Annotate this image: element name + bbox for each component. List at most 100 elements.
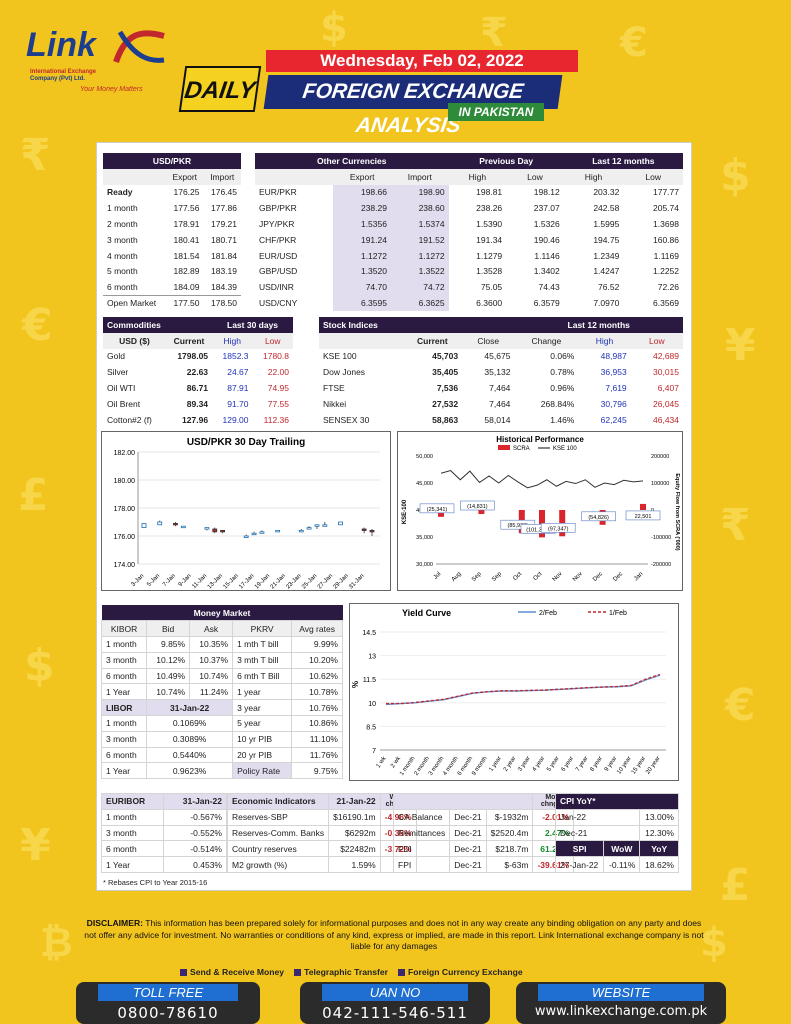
- export-rate: 176.25: [173, 187, 200, 198]
- currency-value: 6.3579: [533, 298, 560, 309]
- y-tick-label: 50,000: [416, 454, 433, 460]
- bop-value: $-63m: [485, 856, 534, 873]
- y-tick-label: 14.5: [362, 630, 376, 637]
- currency-row: EUR/USD 1.1272 1.1272 1.1279 1.1146 1.2349 1.1…: [255, 247, 683, 264]
- chart-title: Yield Curve: [402, 608, 451, 618]
- x-tick-label: 7 year: [575, 756, 589, 773]
- service-label: Send & Receive Money: [190, 967, 285, 977]
- cpi-month-1: Dec-21: [554, 824, 641, 842]
- candle: [259, 531, 265, 534]
- stock-high: 36,953: [600, 367, 627, 378]
- candle: [220, 530, 226, 533]
- bar-label: (25,341): [427, 507, 448, 513]
- y2-axis-label: Equity Flow from SCRA ('000): [674, 473, 680, 550]
- company-line1: International Exchange: [30, 69, 97, 75]
- x-tick-label: 3-Jan: [131, 573, 146, 588]
- bop-row: CA Balance Dec-21 $-1932m -2.01%: [392, 808, 575, 826]
- bullet-square-icon: [294, 968, 302, 976]
- tenor-label: 3 month: [107, 234, 138, 245]
- cpi-month-0: Jan-22: [554, 808, 641, 826]
- euribor-row: 1 Year 0.453%: [100, 856, 227, 873]
- kibor-bid: 9.85%: [146, 636, 191, 653]
- tenor-label: 6 month: [107, 282, 138, 293]
- currency-value: 1.3522: [390, 263, 449, 280]
- econ-value: $6292m: [328, 824, 381, 842]
- x-tick-label: Jan: [633, 571, 644, 582]
- x-tick-label: Nov: [572, 571, 584, 583]
- report-date: Wednesday, Feb 02, 2022: [266, 50, 578, 72]
- commodity-row: Gold 1798.05 1852.3 1780.8: [103, 349, 293, 365]
- x-tick-label: 29-Jan: [333, 573, 350, 590]
- y-tick-label: 30,000: [416, 562, 433, 568]
- kibor-bid: 10.74%: [146, 683, 191, 701]
- bop-row: FPI Dec-21 $-63m -39.61%: [392, 856, 575, 873]
- spi-wow-label: WoW: [603, 840, 641, 858]
- stock-change: 0.78%: [550, 367, 575, 378]
- currency-row: GBP/USD 1.3520 1.3522 1.3528 1.3402 1.4247 1.2…: [255, 263, 683, 280]
- website-box[interactable]: WEBSITE www.linkexchange.com.pk: [516, 982, 726, 1024]
- bop-name: FPI: [392, 856, 451, 873]
- commodity-low: 74.95: [267, 383, 289, 394]
- candle: [314, 524, 320, 527]
- econ-value: $16190.1m: [328, 808, 381, 826]
- legend-label: KSE 100: [553, 446, 577, 452]
- kibor-ask: 10.74%: [189, 667, 234, 685]
- website-link[interactable]: www.linkexchange.com.pk: [534, 1004, 708, 1019]
- usdpkr-blank: [103, 169, 166, 185]
- bop-blank: [392, 793, 534, 810]
- x-tick-label: 2 year: [503, 756, 517, 773]
- currency-row: JPY/PKR 1.5356 1.5374 1.5390 1.5326 1.5995 1.3…: [255, 216, 683, 232]
- x-tick-label: 5 year: [546, 756, 560, 773]
- pkrv-rate: 10.62%: [291, 667, 343, 685]
- pkrv-tenor: 10 yr PIB: [232, 730, 293, 748]
- euribor-row: 3 month -0.552%: [100, 824, 227, 842]
- candle: [204, 527, 210, 530]
- currency-value: 1.5374: [390, 216, 449, 232]
- stock-change: 0.06%: [550, 351, 575, 362]
- stock-change: 268.84%: [540, 398, 575, 409]
- toll-free-number[interactable]: 0800-78610: [117, 1004, 219, 1022]
- legend-label: 1/Feb: [609, 610, 627, 617]
- export-rate: 181.54: [173, 250, 200, 261]
- currency-value: 191.34: [476, 234, 503, 245]
- pkrv-rate: 10.86%: [291, 715, 343, 732]
- pkrv-rate: 9.99%: [291, 636, 343, 653]
- uan-number[interactable]: 042-111-546-511: [322, 1004, 468, 1022]
- commodity-name: Gold: [107, 351, 125, 362]
- x-tick-label: 5-Jan: [146, 573, 161, 588]
- tenor-label: Ready: [107, 187, 133, 198]
- stock-change: 1.46%: [550, 414, 575, 425]
- daily-badge: DAILY: [178, 66, 262, 112]
- stock-name: KSE 100: [323, 351, 357, 362]
- stock-low: 42,689: [653, 351, 679, 362]
- commodity-low: 22.00: [267, 367, 289, 378]
- currency-value: 160.86: [653, 234, 679, 245]
- pkrv-label: PKRV: [232, 620, 293, 638]
- stock-col-close: Close: [477, 335, 500, 346]
- currency-pair: CHF/PKR: [259, 234, 297, 245]
- bop-body: CA Balance Dec-21 $-1932m -2.01% Remittances…: [392, 808, 575, 873]
- export-rate: 182.89: [173, 266, 200, 277]
- pkrv-tenor: 5 year: [232, 715, 293, 732]
- bop-row: Remittances Dec-21 $2520.4m 2.47%: [392, 824, 575, 842]
- usdpkr-row: Ready 176.25 176.45: [103, 185, 241, 201]
- logo-swoosh-icon: [113, 30, 165, 64]
- toll-free-box[interactable]: TOLL FREE 0800-78610: [76, 982, 260, 1024]
- historical-performance-chart: Historical Performance SCRA KSE 100 30,000 3…: [397, 431, 683, 591]
- x-tick-label: Aug: [451, 571, 463, 583]
- y2-tick-label: 100000: [651, 481, 669, 487]
- euribor-table: EURIBOR 31-Jan-22 1 month -0.567% 3 month -0…: [100, 793, 227, 873]
- currency-value: 198.90: [390, 184, 449, 201]
- uan-box[interactable]: UAN NO 042-111-546-511: [300, 982, 490, 1024]
- stock-change: 0.96%: [550, 383, 575, 394]
- money-market-row: LIBOR 31-Jan-22 3 year 10.76%: [100, 699, 343, 717]
- service-label: Telegraphic Transfer: [304, 967, 388, 977]
- usdpkr-title: USD/PKR: [103, 153, 241, 169]
- commodity-row: Silver 22.63 24.67 22.00: [103, 364, 293, 380]
- currency-value: 74.72: [390, 279, 449, 296]
- stock-current: 27,532: [432, 398, 459, 409]
- euribor-tenor: 6 month: [100, 840, 165, 858]
- commodity-current: 22.63: [186, 367, 209, 378]
- currency-value: 1.3520: [333, 263, 391, 280]
- import-rate: 184.39: [211, 282, 237, 293]
